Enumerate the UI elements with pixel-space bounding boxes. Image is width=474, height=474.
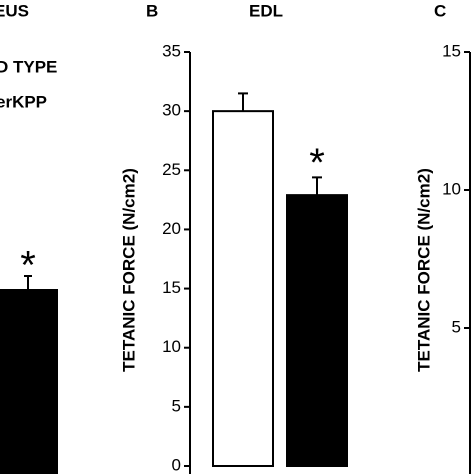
y-tick-label: 30 [162,101,181,120]
panel-title: EDL [249,1,283,20]
panel-letter: C [434,1,446,20]
bar [212,110,274,468]
significance: * [20,244,36,288]
y-tick-label: 35 [162,41,181,60]
panel-title: EUS [0,1,29,20]
bar [0,289,58,474]
y-tick-label: 10 [162,337,181,356]
y-tick-label: 20 [162,219,181,238]
y-tick-label: 15 [162,278,181,297]
y-tick-label: 10 [442,179,461,198]
legend-label: erKPP [0,92,47,111]
panel-letter: B [146,1,158,20]
y-tick-label: 15 [442,41,461,60]
y-axis-label: TETANIC FORCE (N/cm2) [414,168,433,372]
bar [286,194,348,468]
y-tick-label: 5 [452,317,461,336]
y-tick-label: 0 [172,455,181,474]
significance: * [309,141,325,185]
legend-label: D TYPE [0,57,57,76]
y-tick-label: 25 [162,160,181,179]
y-axis-label: TETANIC FORCE (N/cm2) [119,168,138,372]
y-tick-label: 5 [172,396,181,415]
